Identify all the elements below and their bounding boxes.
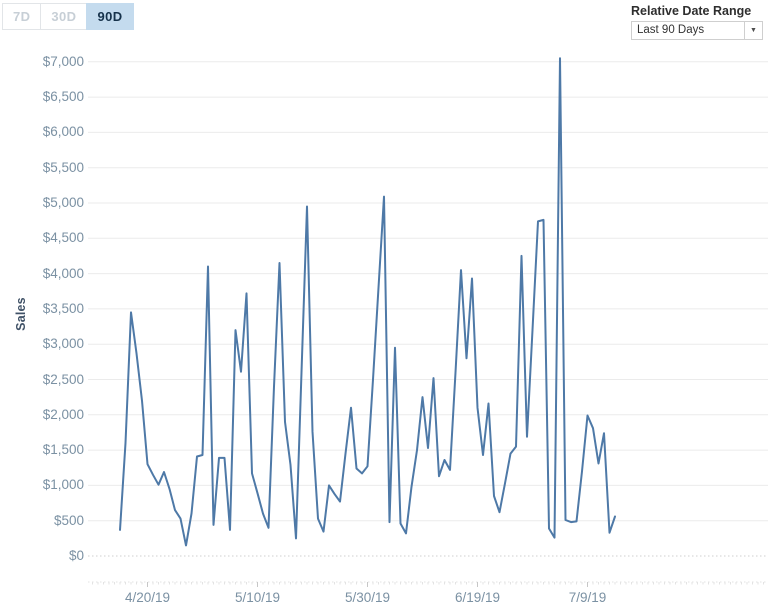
x-axis-tick-label: 7/9/19 [568,590,607,605]
y-axis-tick-label: $1,500 [42,442,84,458]
y-axis-tick-label: $5,500 [42,159,84,175]
relative-date-filter: Relative Date Range Last 90 Days ▼ [631,4,763,40]
relative-date-dropdown[interactable]: Last 90 Days ▼ [631,21,763,40]
x-axis-tick-label: 4/20/19 [124,590,171,605]
relative-date-dropdown-value: Last 90 Days [637,24,705,36]
range-button-90d[interactable]: 90D [86,3,134,30]
y-axis-tick-label: $4,000 [42,265,84,281]
y-axis-tick-label: $1,000 [42,477,84,493]
sales-line-series[interactable] [119,57,616,547]
chevron-down-icon[interactable]: ▼ [744,22,762,39]
x-axis-tick-label: 5/10/19 [234,590,281,605]
relative-date-filter-title: Relative Date Range [631,4,752,18]
y-axis-tick-label: $7,000 [42,53,84,69]
date-range-button-group: 7D 30D 90D [2,3,134,30]
x-axis-tick-label: 5/30/19 [344,590,391,605]
y-axis-tick-label: $3,000 [42,336,84,352]
y-axis-tick-label: $3,500 [42,300,84,316]
range-button-7d[interactable]: 7D [2,3,42,30]
y-axis-tick-label: $5,000 [42,195,84,210]
y-axis-tick-label: $500 [53,512,84,528]
x-axis-tick-label: 6/19/19 [454,590,501,605]
y-axis-tick-label: $4,500 [42,230,84,246]
y-axis-tick-label: $0 [68,548,84,563]
range-button-30d[interactable]: 30D [40,3,88,30]
y-axis-tick-label: $6,500 [42,89,84,105]
y-axis-tick-label: $2,000 [42,406,84,422]
y-axis-tick-label: $2,500 [42,371,84,387]
y-axis-tick-label: $6,000 [42,124,84,140]
